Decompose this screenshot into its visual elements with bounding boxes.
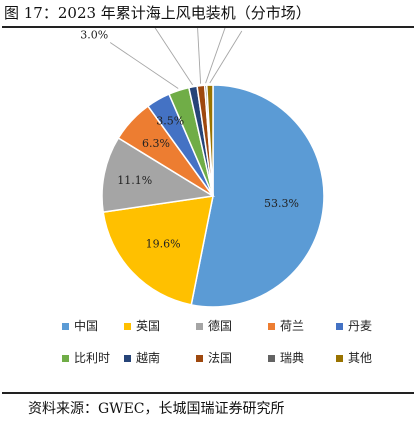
source-note: 资料来源：GWEC，长城国瑞证券研究所 (28, 401, 285, 417)
leader-line-8 (197, 28, 202, 84)
legend-swatch-7 (124, 355, 131, 362)
legend-swatch-6 (62, 355, 69, 362)
legend-label-2: 英国 (136, 319, 160, 333)
data-label-2: 19.6% (146, 237, 181, 250)
legend-swatch-5 (336, 323, 343, 330)
leader-line-7 (154, 28, 193, 86)
legend-swatch-4 (268, 323, 275, 330)
pie-slice-10 (205, 84, 214, 197)
data-labels: 53.3%19.6%11.1%6.3%3.5%3.0%1.2%1.1%0.3%0… (80, 28, 299, 250)
title-rule (2, 26, 414, 28)
legend-label-8: 法国 (208, 351, 232, 365)
pie-slice-2 (102, 195, 214, 306)
legend-swatch-3 (196, 323, 203, 330)
legend-swatch-1 (62, 323, 69, 330)
pie-slice-3 (101, 136, 216, 213)
data-label-5: 3.5% (156, 115, 184, 128)
legend-swatch-2 (124, 323, 131, 330)
legend-label-4: 荷兰 (280, 319, 304, 333)
legend-label-5: 丹麦 (348, 319, 372, 333)
data-label-1: 53.3% (264, 197, 299, 210)
data-label-6: 3.0% (80, 29, 108, 42)
leader-line-10 (209, 30, 243, 84)
pie-chart: 53.3%19.6%11.1%6.3%3.5%3.0%1.2%1.1%0.3%0… (62, 28, 372, 365)
legend-label-7: 越南 (136, 350, 160, 365)
legend-swatch-9 (268, 355, 275, 362)
data-label-3: 11.1% (117, 174, 152, 187)
legend-swatch-8 (196, 355, 203, 362)
legend-label-10: 其他 (348, 351, 372, 365)
data-label-4: 6.3% (142, 137, 170, 150)
figure-title: 图 17：2023 年累计海上风电装机（分市场） (4, 4, 311, 22)
leader-line-9 (205, 28, 226, 84)
leader-line-6 (109, 42, 179, 89)
pie-slices (101, 84, 325, 308)
legend-label-9: 瑞典 (280, 351, 304, 365)
source-rule (2, 392, 414, 394)
pie-slice-1 (190, 84, 325, 308)
data-label-10: 0.9% (244, 28, 272, 30)
leader-lines (109, 28, 243, 89)
legend-label-6: 比利时 (74, 351, 110, 365)
legend-label-3: 德国 (208, 318, 232, 333)
legend-label-1: 中国 (74, 318, 98, 333)
legend-swatch-10 (336, 355, 343, 362)
